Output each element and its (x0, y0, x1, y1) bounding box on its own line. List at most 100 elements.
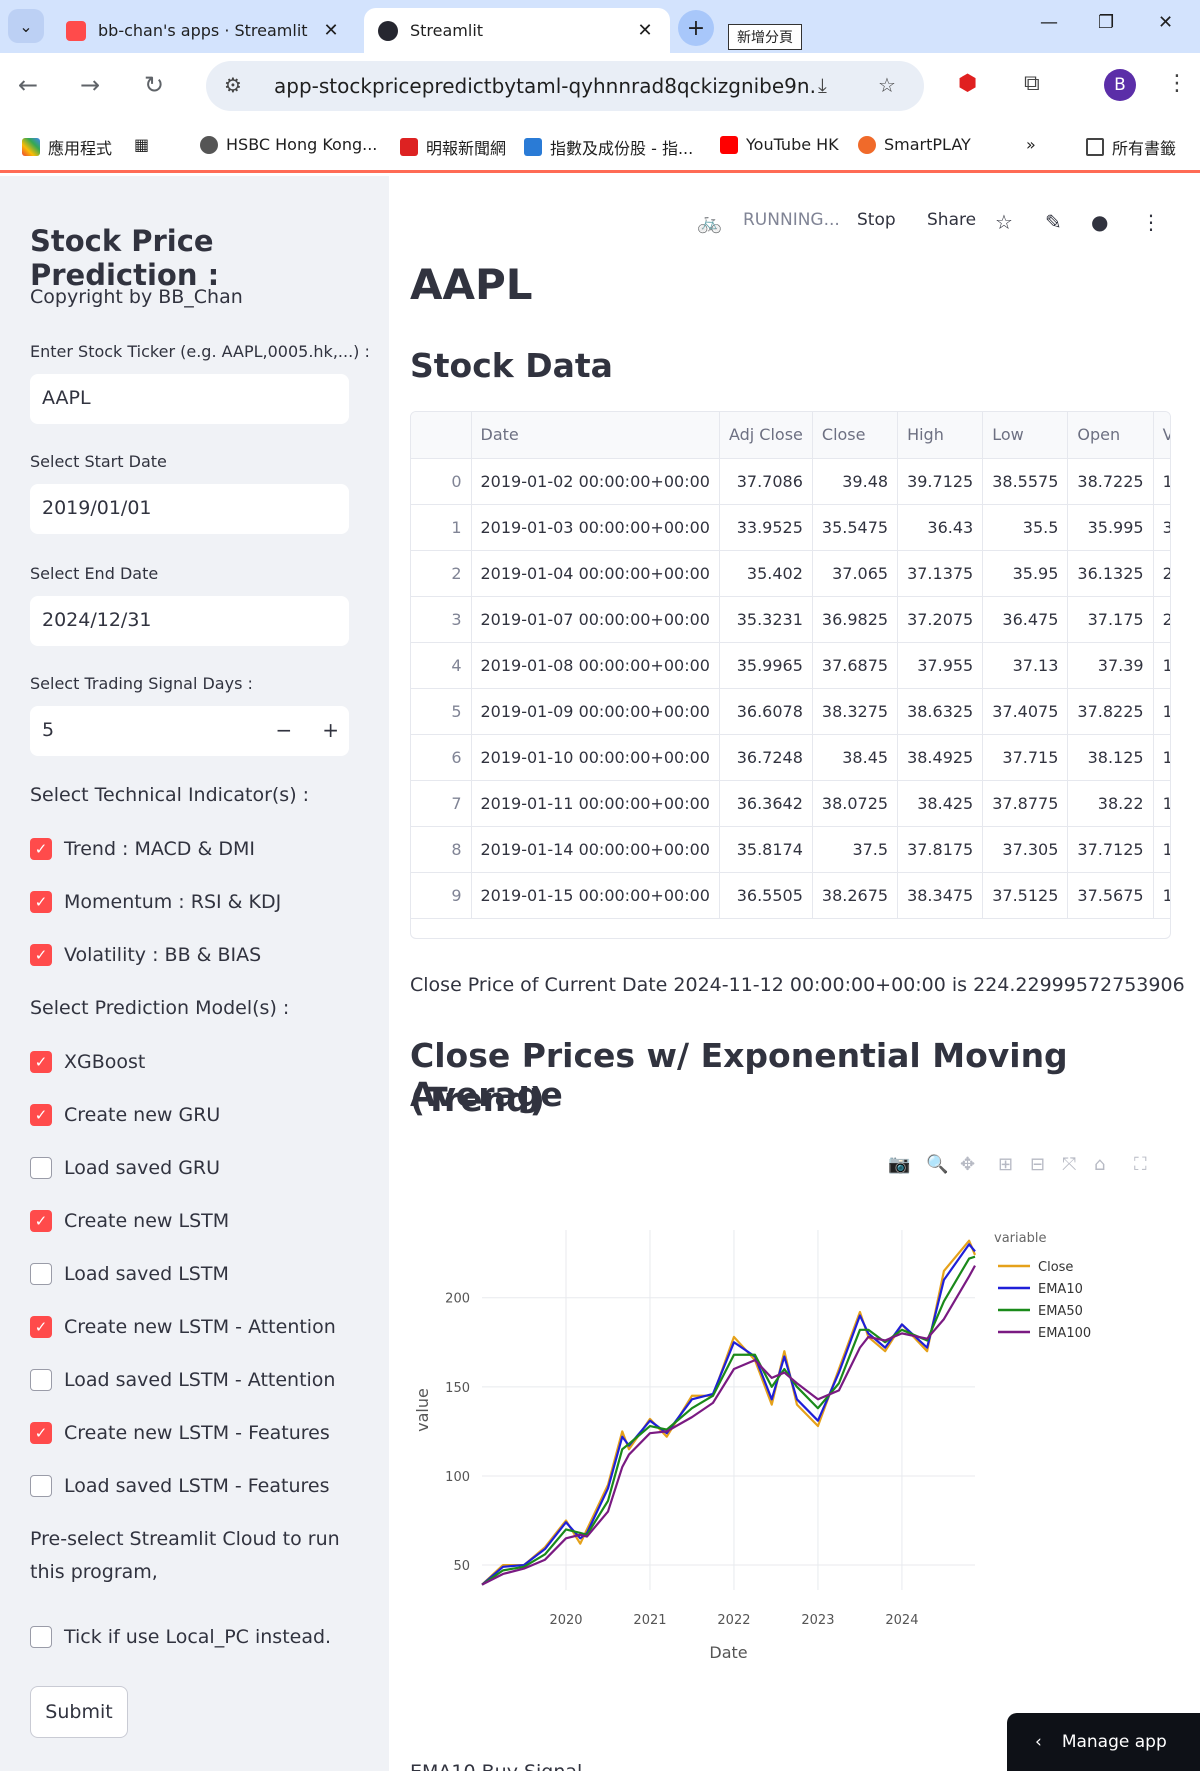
share-button[interactable]: Share (927, 210, 977, 230)
table-cell[interactable]: 36.9825 (812, 596, 899, 643)
table-row[interactable]: 5 2019-01-09 00:00:00+00:00 36.6078 38.3275… (411, 688, 1170, 735)
checkbox-saved-lstm-features[interactable]: Load saved LSTM - Features (30, 1475, 329, 1497)
table-cell[interactable]: 38.0725 (812, 780, 899, 827)
table-cell[interactable]: 2019-01-10 00:00:00+00:00 (471, 734, 720, 781)
row-index[interactable]: 9 (411, 872, 472, 919)
row-index[interactable]: 2 (411, 550, 472, 597)
table-cell[interactable]: 2019-01-11 00:00:00+00:00 (471, 780, 720, 827)
table-cell[interactable]: 35.3231 (719, 596, 813, 643)
ticker-input[interactable]: AAPL (30, 374, 349, 424)
github-icon[interactable]: ● (1091, 210, 1109, 234)
checkbox-saved-lstm[interactable]: Load saved LSTM (30, 1263, 229, 1285)
bookmark-mingpao[interactable]: 明報新聞網 (400, 135, 506, 159)
checkbox-saved-gru[interactable]: Load saved GRU (30, 1157, 220, 1179)
checkbox-volatility[interactable]: ✓ Volatility : BB & BIAS (30, 944, 261, 966)
checkbox-new-lstm-attention[interactable]: ✓ Create new LSTM - Attention (30, 1316, 336, 1338)
end-date-input[interactable]: 2024/12/31 (30, 596, 349, 646)
column-header[interactable]: Low (982, 412, 1069, 459)
table-cell[interactable]: 35.8174 (719, 826, 813, 873)
decrement-icon[interactable]: − (275, 718, 293, 742)
site-settings-icon[interactable]: ⚙ (224, 73, 242, 97)
table-cell[interactable]: 38.2675 (812, 872, 899, 919)
forward-icon[interactable]: → (80, 71, 101, 99)
browser-tab-streamlit[interactable]: Streamlit ✕ (364, 8, 670, 53)
table-cell[interactable]: 180,3 (1153, 688, 1170, 735)
camera-icon[interactable]: 📷 (888, 1154, 911, 1175)
table-cell[interactable]: 36.5505 (719, 872, 813, 919)
chart-canvas[interactable]: 50 100 150 200 2020 2021 2022 2023 2024 Date value… (410, 1186, 1180, 1706)
checkbox-checked-icon[interactable]: ✓ (30, 1051, 52, 1073)
autoscale-icon[interactable]: ⤧ (1062, 1154, 1077, 1175)
row-index[interactable]: 8 (411, 826, 472, 873)
checkbox-unchecked-icon[interactable] (30, 1626, 52, 1648)
browser-tab-apps[interactable]: bb-chan's apps · Streamlit ✕ (52, 8, 356, 53)
checkbox-checked-icon[interactable]: ✓ (30, 1316, 52, 1338)
window-close-icon[interactable]: ✕ (1158, 12, 1174, 33)
table-cell[interactable]: 36.43 (897, 504, 984, 551)
row-index[interactable]: 4 (411, 642, 472, 689)
all-bookmarks[interactable]: 所有書籤 (1086, 135, 1176, 159)
bookmark-index[interactable]: 指數及成份股 - 指... (524, 135, 693, 159)
table-cell[interactable]: 37.2075 (897, 596, 984, 643)
table-cell[interactable]: 2019-01-04 00:00:00+00:00 (471, 550, 720, 597)
table-cell[interactable]: 35.9965 (719, 642, 813, 689)
url-text[interactable]: app-stockpricepredictbytaml-qyhnnrad8qck… (274, 74, 814, 98)
signal-days-input[interactable]: 5 − + (30, 706, 349, 756)
address-bar[interactable]: ⚙ app-stockpricepredictbytaml-qyhnnrad8q… (206, 61, 924, 111)
table-cell[interactable]: 234,4 (1153, 550, 1170, 597)
table-cell[interactable]: 38.125 (1067, 734, 1154, 781)
favorite-star-icon[interactable]: ☆ (995, 210, 1013, 234)
column-header[interactable]: Open (1067, 412, 1154, 459)
zoom-in-icon[interactable]: ⊞ (998, 1154, 1014, 1175)
table-cell[interactable]: 38.6325 (897, 688, 984, 735)
table-cell[interactable]: 164,1 (1153, 642, 1170, 689)
column-header[interactable]: Date (471, 412, 720, 459)
table-cell[interactable]: 2019-01-14 00:00:00+00:00 (471, 826, 720, 873)
edit-pencil-icon[interactable]: ✎ (1045, 210, 1062, 234)
checkbox-checked-icon[interactable]: ✓ (30, 1210, 52, 1232)
app-menu-icon[interactable]: ⋮ (1141, 210, 1161, 234)
table-cell[interactable]: 38.7225 (1067, 458, 1154, 505)
table-cell[interactable]: 37.5 (812, 826, 899, 873)
table-cell[interactable]: 2019-01-07 00:00:00+00:00 (471, 596, 720, 643)
table-cell[interactable]: 36.1325 (1067, 550, 1154, 597)
close-tab-icon[interactable]: ✕ (637, 20, 653, 41)
table-cell[interactable]: 37.175 (1067, 596, 1154, 643)
pan-icon[interactable]: ✥ (960, 1154, 976, 1175)
table-row[interactable]: 2 2019-01-04 00:00:00+00:00 35.402 37.065 37… (411, 550, 1170, 597)
checkbox-saved-lstm-attention[interactable]: Load saved LSTM - Attention (30, 1369, 335, 1391)
submit-button[interactable]: Submit (30, 1686, 128, 1738)
reload-icon[interactable]: ↻ (144, 71, 165, 99)
table-cell[interactable]: 2019-01-02 00:00:00+00:00 (471, 458, 720, 505)
table-row[interactable]: 4 2019-01-08 00:00:00+00:00 35.9965 37.6875… (411, 642, 1170, 689)
row-index[interactable]: 1 (411, 504, 472, 551)
bookmark-youtube[interactable]: YouTube HK (720, 135, 839, 154)
table-cell[interactable]: 39.7125 (897, 458, 984, 505)
tab-search-chevron-icon[interactable]: ⌄ (8, 9, 44, 43)
row-index[interactable]: 6 (411, 734, 472, 781)
table-cell[interactable]: 35.995 (1067, 504, 1154, 551)
table-cell[interactable]: 38.4925 (897, 734, 984, 781)
table-cell[interactable]: 2019-01-03 00:00:00+00:00 (471, 504, 720, 551)
manage-app-button[interactable]: ‹ Manage app (1007, 1713, 1200, 1771)
start-date-input[interactable]: 2019/01/01 (30, 484, 349, 534)
table-cell[interactable]: 148,1 (1153, 458, 1170, 505)
table-cell[interactable]: 37.065 (812, 550, 899, 597)
table-cell[interactable]: 35.5 (982, 504, 1069, 551)
reset-axes-icon[interactable]: ⌂ (1094, 1154, 1106, 1175)
table-cell[interactable]: 35.402 (719, 550, 813, 597)
table-row[interactable]: 9 2019-01-15 00:00:00+00:00 36.5505 38.2675… (411, 872, 1170, 919)
table-cell[interactable]: 37.39 (1067, 642, 1154, 689)
table-cell[interactable]: 38.45 (812, 734, 899, 781)
column-header[interactable] (411, 412, 472, 459)
table-row[interactable]: 1 2019-01-03 00:00:00+00:00 33.9525 35.5475… (411, 504, 1170, 551)
checkbox-checked-icon[interactable]: ✓ (30, 838, 52, 860)
table-cell[interactable]: 2019-01-09 00:00:00+00:00 (471, 688, 720, 735)
table-cell[interactable]: 2019-01-08 00:00:00+00:00 (471, 642, 720, 689)
table-cell[interactable]: 2019-01-15 00:00:00+00:00 (471, 872, 720, 919)
table-cell[interactable]: 129,7 (1153, 826, 1170, 873)
restore-icon[interactable]: ❐ (1098, 12, 1115, 33)
close-tab-icon[interactable]: ✕ (323, 20, 339, 41)
adblock-icon[interactable]: ⬢ (958, 71, 978, 96)
bookmark-star-icon[interactable]: ☆ (878, 73, 896, 97)
